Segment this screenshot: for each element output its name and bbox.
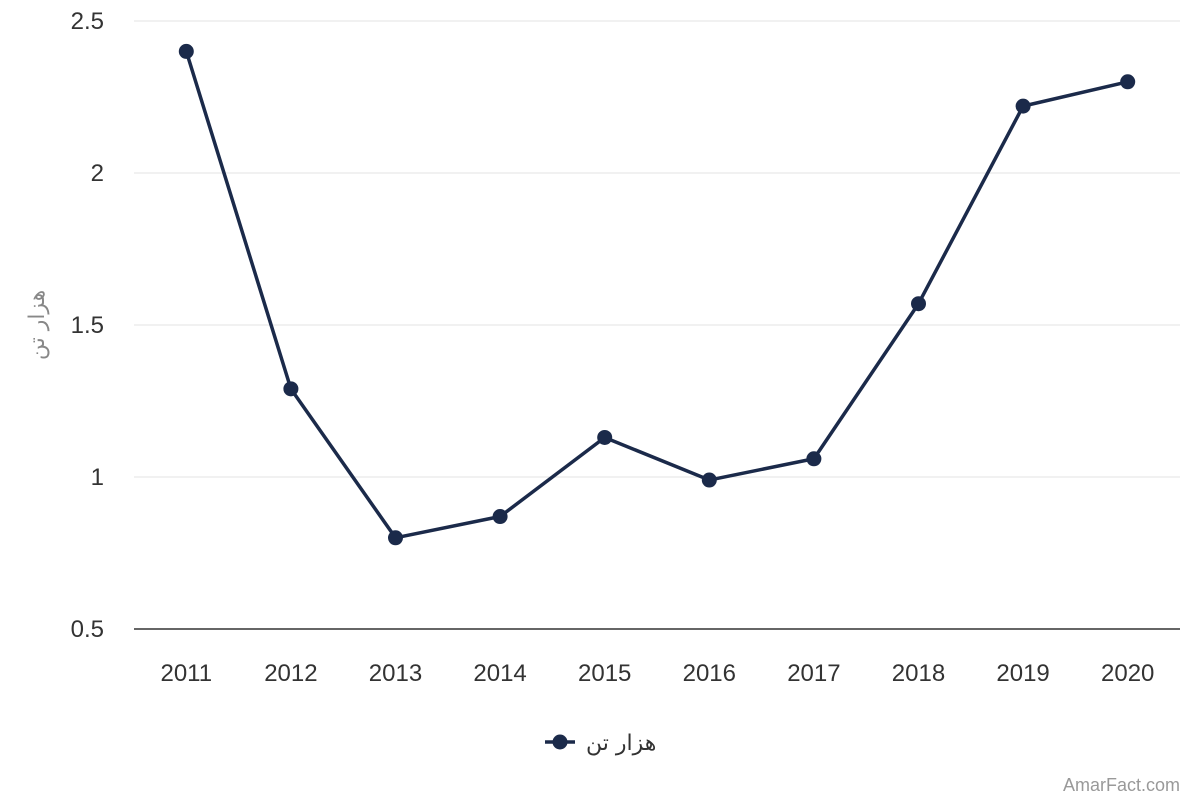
- x-tick-label: 2019: [996, 660, 1049, 687]
- data-point[interactable]: [283, 381, 299, 397]
- credit-label[interactable]: AmarFact.com: [1063, 775, 1180, 795]
- data-point[interactable]: [492, 509, 508, 525]
- x-tick-label: 2018: [892, 660, 945, 687]
- grid-lines: [134, 20, 1180, 478]
- x-axis-ticks: 2011 2012 2013 2014 2015 2016 2017 2018 2019 2020: [160, 660, 1154, 687]
- y-tick-label: 2: [91, 160, 104, 187]
- x-tick-label: 2014: [473, 660, 526, 687]
- y-tick-label: 2.5: [71, 8, 104, 35]
- x-tick-label: 2016: [683, 660, 736, 687]
- data-point[interactable]: [178, 43, 194, 59]
- x-tick-label: 2017: [787, 660, 840, 687]
- data-point[interactable]: [1015, 98, 1031, 114]
- series-line: [184, 50, 1129, 540]
- legend-point-marker: [552, 734, 568, 750]
- data-point[interactable]: [806, 451, 822, 467]
- x-tick-label: 2011: [160, 660, 212, 687]
- series-group: [178, 43, 1136, 546]
- y-axis-title: هزار تن: [25, 290, 50, 360]
- data-point[interactable]: [597, 429, 613, 445]
- x-tick-label: 2020: [1101, 660, 1154, 687]
- x-tick-label: 2012: [264, 660, 317, 687]
- data-point[interactable]: [911, 296, 926, 312]
- data-point[interactable]: [701, 472, 717, 488]
- data-point[interactable]: [1120, 74, 1136, 90]
- legend[interactable]: هزار تن: [545, 731, 656, 756]
- y-axis-ticks: 0.5 1 1.5 2 2.5: [71, 8, 104, 643]
- y-tick-label: 0.5: [71, 616, 104, 643]
- y-tick-label: 1: [91, 464, 104, 491]
- x-tick-label: 2013: [369, 660, 422, 687]
- data-point[interactable]: [388, 530, 403, 546]
- y-tick-label: 1.5: [71, 312, 104, 339]
- x-tick-label: 2015: [578, 660, 631, 687]
- legend-label: هزار تن: [586, 731, 656, 756]
